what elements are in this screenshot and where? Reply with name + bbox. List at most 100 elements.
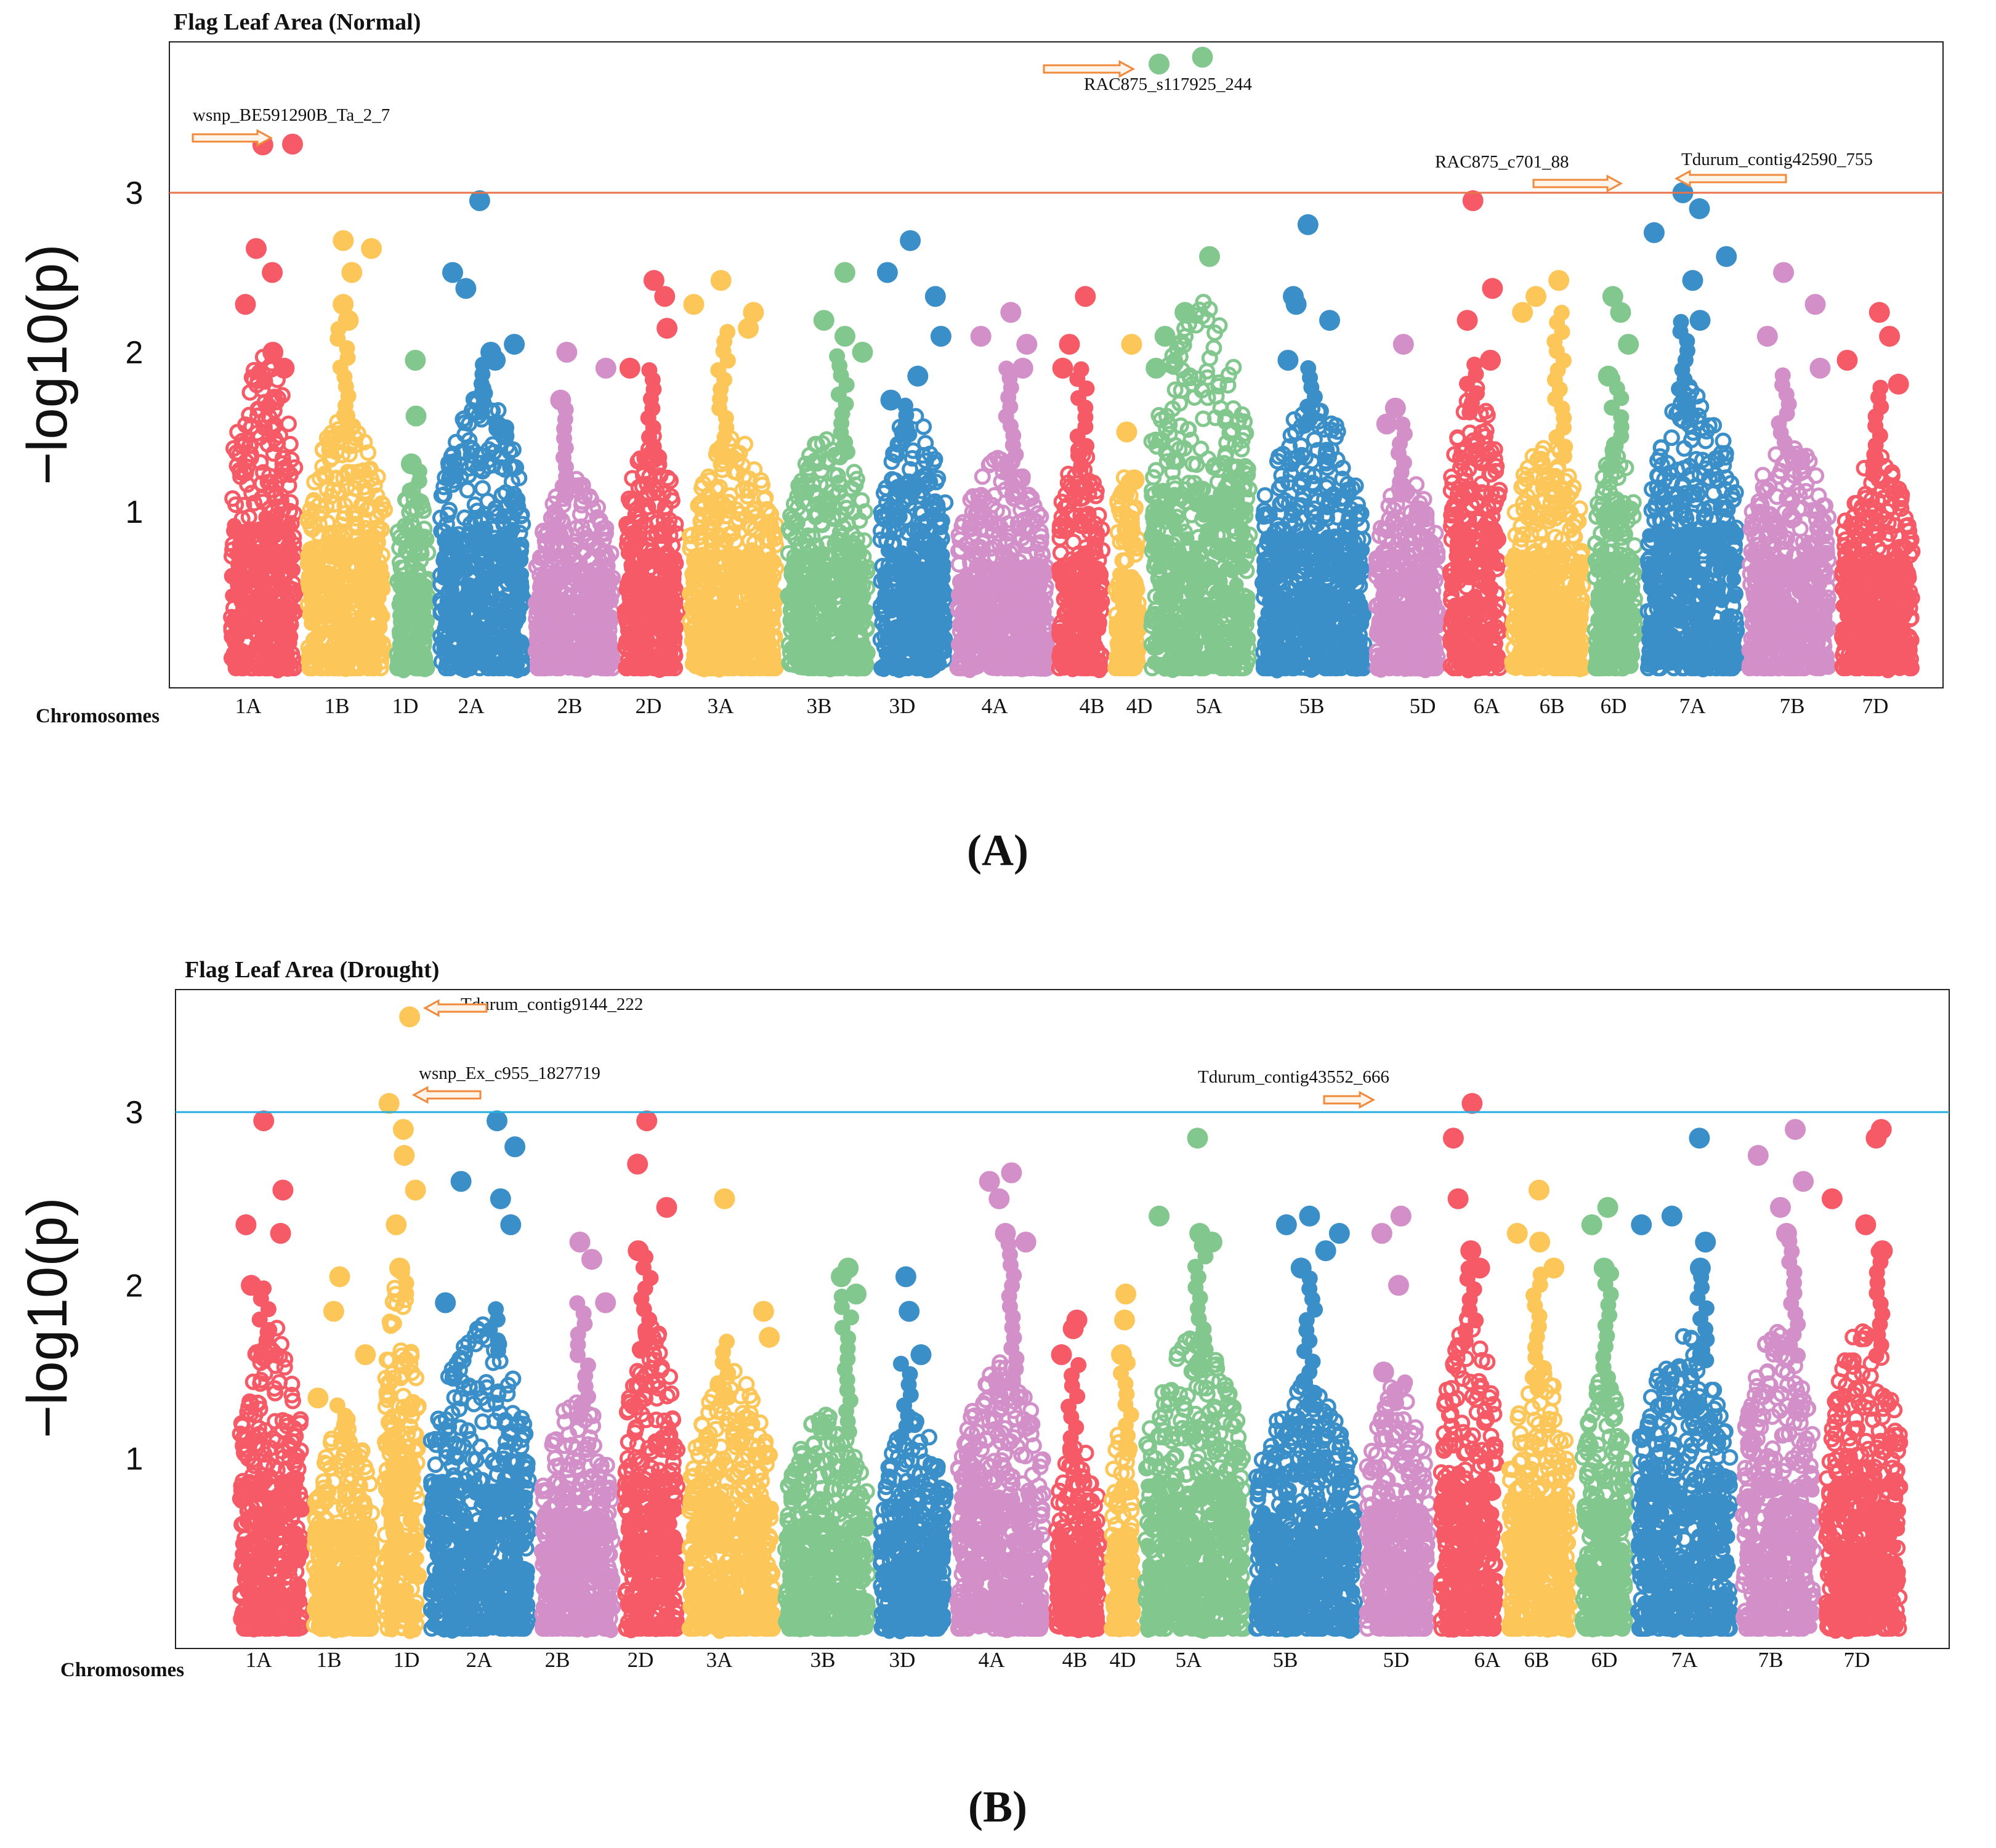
panel-a: Flag Leaf Area (Normal) 123 −log10(p) Ch… (16, 9, 1944, 875)
snp-top-point (550, 389, 572, 411)
chromosome-1B-points (299, 230, 393, 677)
snp-point (667, 618, 682, 633)
snp-point (324, 567, 339, 582)
snp-point (266, 559, 281, 575)
snp-point (928, 602, 943, 618)
snp-point (557, 612, 572, 627)
snp-point (1066, 555, 1081, 570)
snp-point (962, 663, 977, 679)
snp-point (559, 569, 575, 584)
snp-point (232, 468, 249, 485)
snp-point (966, 605, 982, 621)
panel-a-title: Flag Leaf Area (Normal) (174, 9, 421, 35)
snp-point (458, 663, 473, 679)
snp-top-point (361, 238, 382, 259)
snp-point (719, 324, 736, 340)
snp-point (857, 607, 873, 623)
snp-point (1054, 567, 1069, 582)
snp-point (278, 584, 293, 600)
snp-point (583, 584, 598, 600)
snp-point (881, 650, 896, 665)
snp-top-point (1016, 334, 1038, 355)
snp-point (749, 554, 764, 570)
snp-point (1073, 361, 1089, 377)
chromosome-4A-peak-point (1000, 302, 1022, 323)
snp-point (304, 616, 319, 631)
snp-top-point (455, 278, 477, 299)
snp-point (248, 424, 265, 442)
snp-point (821, 610, 836, 626)
snp-point (897, 552, 913, 567)
snp-top-point (738, 318, 759, 339)
snp-top-point (400, 453, 422, 475)
snp-point (410, 590, 425, 605)
snp-point (1008, 622, 1023, 637)
snp-point (371, 590, 387, 605)
snp-point (255, 464, 272, 481)
snp-point (719, 582, 735, 597)
snp-point (808, 628, 823, 644)
snp-point (366, 657, 381, 672)
snp-point (795, 639, 810, 654)
snp-point (506, 540, 521, 555)
snp-point (1062, 638, 1078, 653)
snp-top-point (337, 310, 359, 331)
snp-point (472, 527, 487, 543)
snp-point (624, 580, 640, 595)
chromosome-4B-peak-point (1075, 286, 1096, 307)
snp-point (394, 621, 410, 636)
snp-point (852, 545, 868, 560)
snp-point (251, 562, 266, 577)
snp-point (1034, 559, 1049, 574)
snp-point (281, 620, 297, 636)
snp-point (277, 635, 293, 650)
snp-point (557, 659, 573, 674)
chromosome-1A-points (223, 134, 304, 679)
snp-point (251, 364, 267, 381)
snp-point (233, 594, 249, 610)
snp-point (640, 632, 655, 647)
snp-point (262, 586, 277, 602)
snp-point (394, 637, 408, 652)
snp-point (936, 586, 952, 601)
snp-point (236, 435, 254, 453)
snp-point (689, 650, 705, 666)
snp-point (996, 590, 1011, 605)
snp-point (685, 563, 701, 579)
snp-point (992, 625, 1007, 640)
snp-point (694, 607, 709, 622)
snp-point (630, 659, 645, 674)
snp-point (875, 594, 891, 609)
snp-point (600, 568, 616, 584)
snp-point (279, 547, 294, 563)
snp-point (1083, 651, 1099, 666)
snp-point (935, 547, 950, 563)
snp-point (648, 581, 664, 596)
snp-point (286, 562, 301, 578)
chromosome-3A-peak-point (710, 270, 732, 291)
chromosome-3D-peak-point (900, 230, 921, 251)
snp-point (714, 607, 730, 623)
snp-point (265, 445, 282, 462)
snp-point (701, 623, 717, 638)
snp-point (1024, 631, 1039, 647)
snp-point (434, 634, 450, 649)
snp-point (727, 551, 742, 566)
snp-point (536, 603, 552, 618)
snp-point (998, 360, 1015, 377)
snp-point (512, 603, 527, 619)
snp-point (305, 540, 320, 555)
snp-top-point (930, 326, 952, 347)
snp-point (340, 634, 355, 650)
snp-point (974, 656, 990, 671)
snp-top-point (595, 357, 616, 379)
snp-point (227, 496, 244, 514)
snp-top-point (405, 405, 427, 427)
snp-point (845, 621, 860, 637)
snp-top-point (970, 326, 992, 347)
snp-point (229, 660, 244, 675)
snp-point (584, 611, 599, 627)
snp-top-point (876, 262, 898, 283)
snp-point (360, 444, 377, 461)
snp-point (448, 530, 463, 545)
